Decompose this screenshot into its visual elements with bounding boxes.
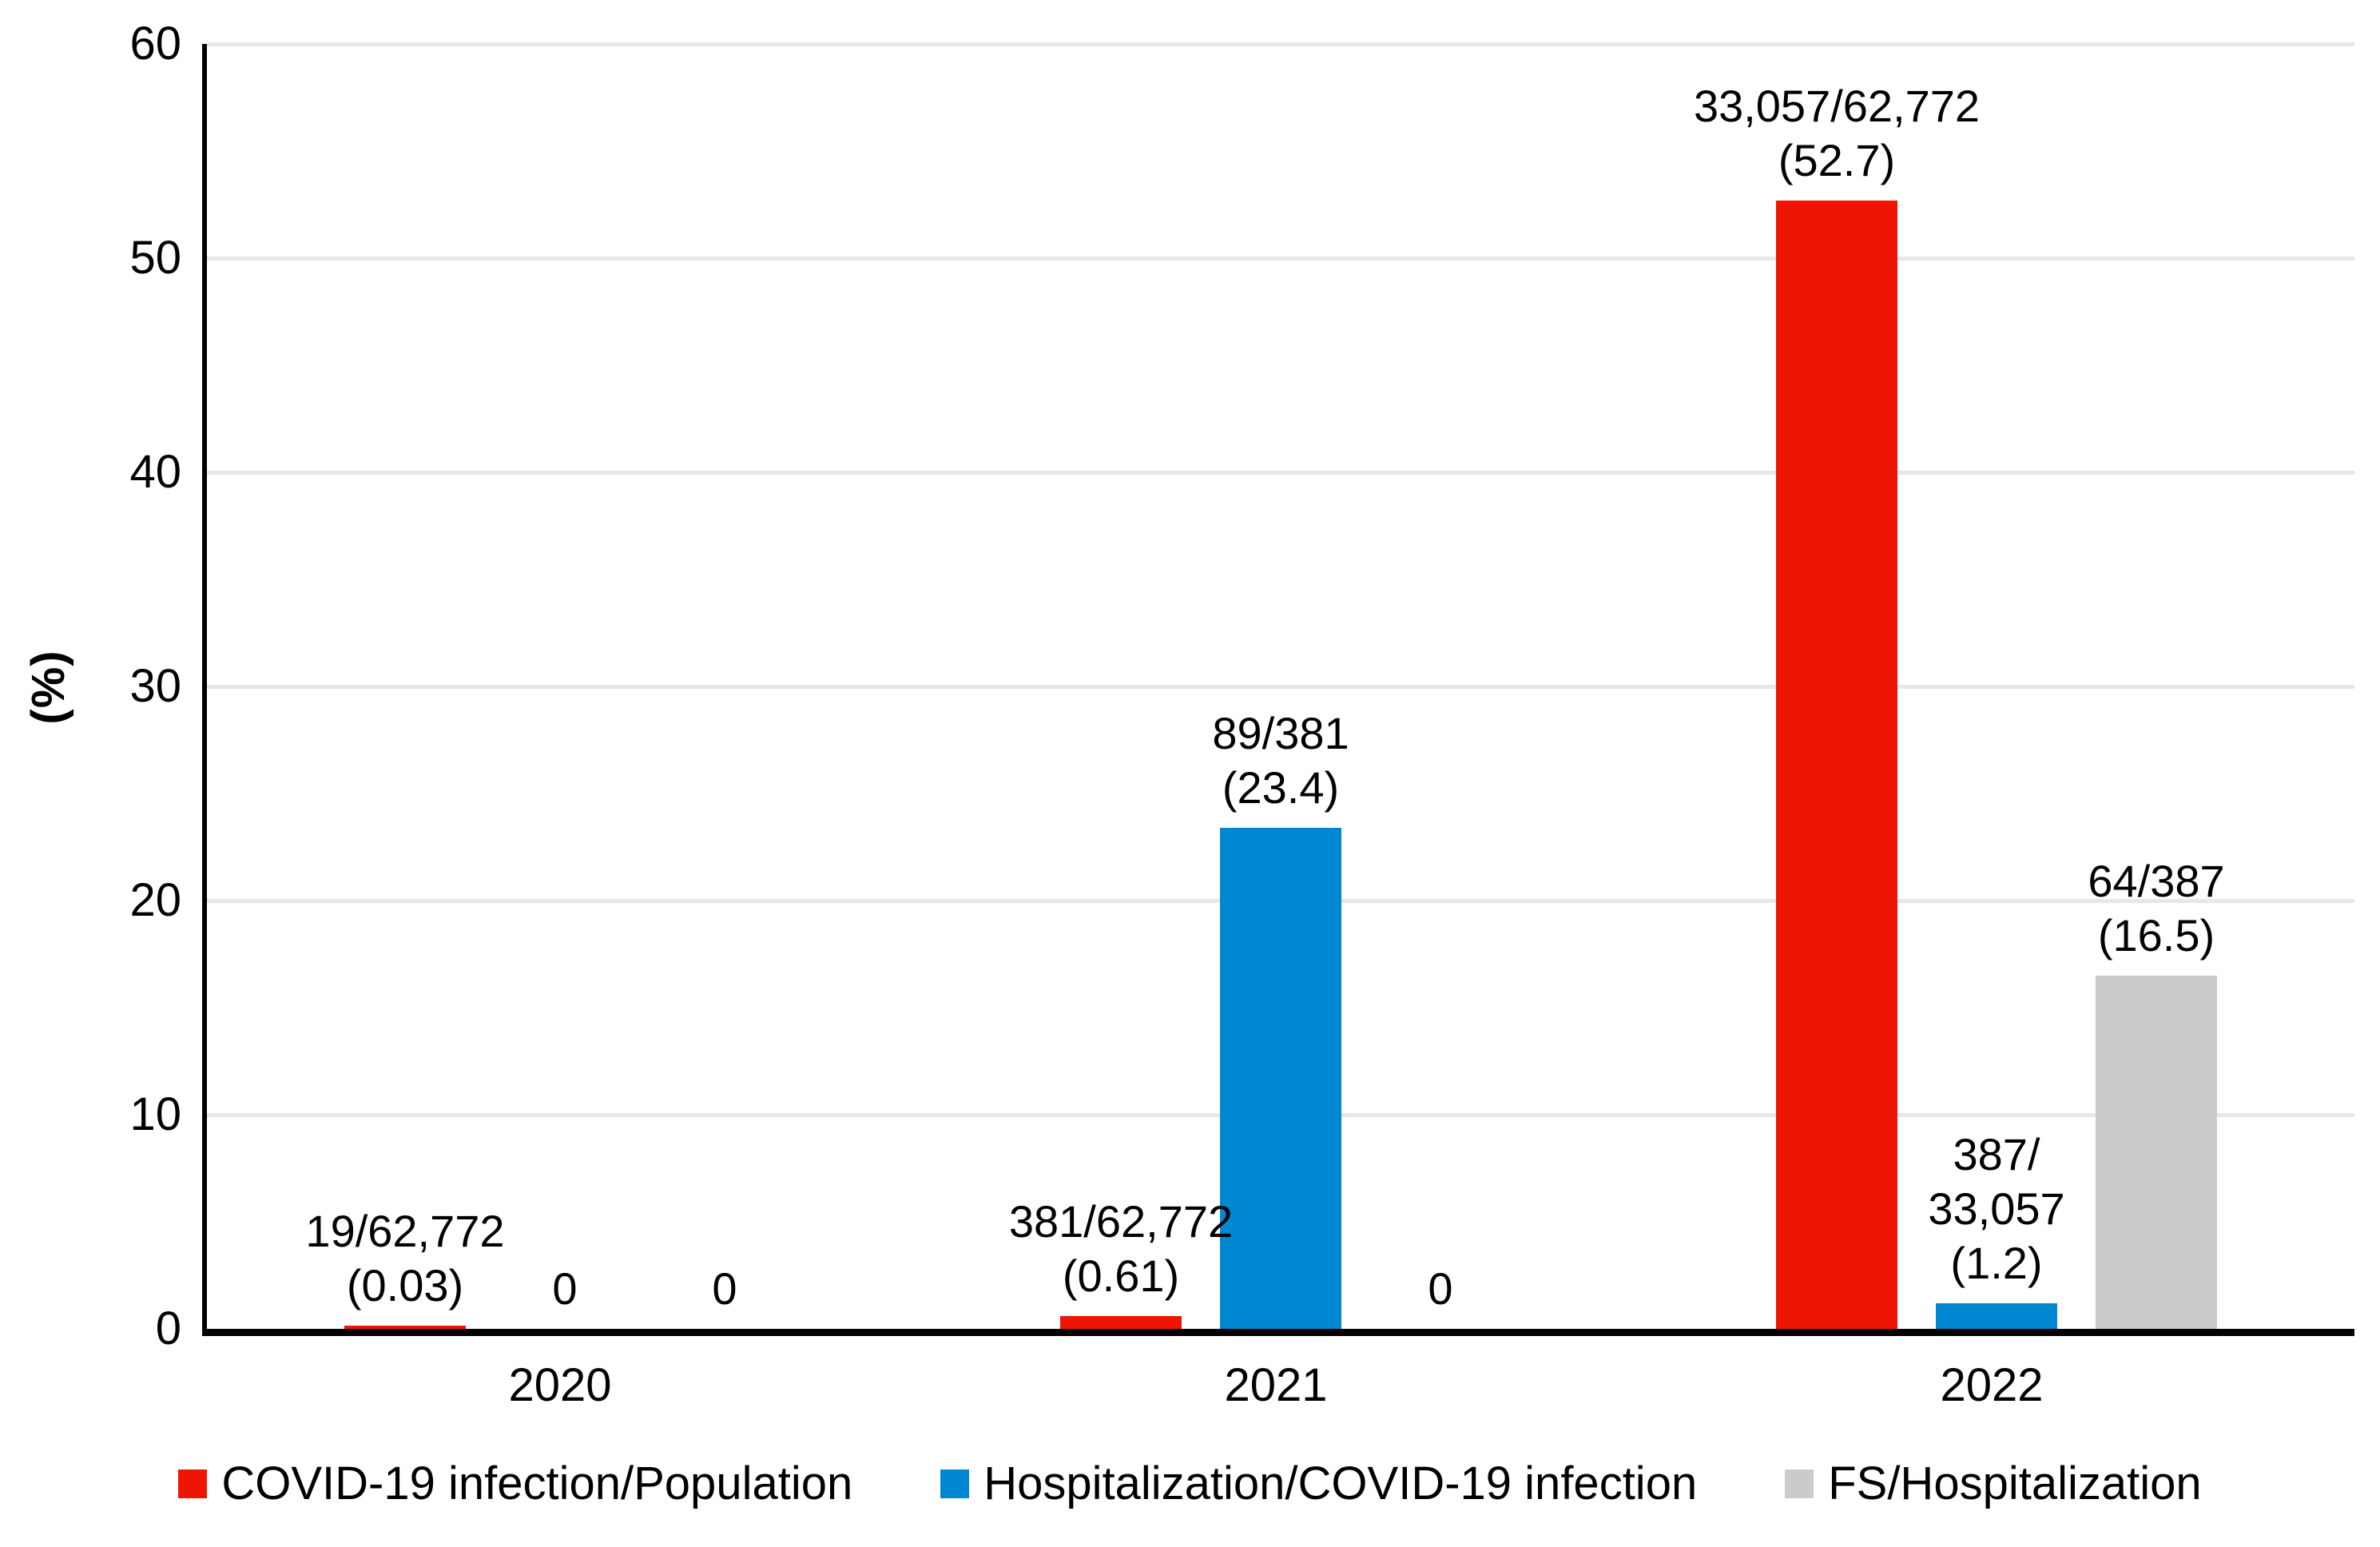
bar-label-2020-fs-hospitalization: 0 — [712, 1263, 737, 1314]
gridline-y-60 — [207, 42, 2354, 46]
legend-item-covid-19-infection-population: COVID-19 infection/Population — [178, 1456, 852, 1512]
bar-2021-hospitalization-covid-19-infection — [1220, 827, 1341, 1329]
legend-color-swatch-hospitalization-covid-19-infection — [940, 1469, 970, 1498]
legend-label-fs-hospitalization: FS/Hospitalization — [1828, 1458, 2202, 1509]
y-tick-label-10: 10 — [129, 1088, 181, 1140]
gridline-y-40 — [207, 470, 2354, 475]
y-tick-label-40: 40 — [129, 446, 181, 498]
bar-2022-fs-hospitalization — [2096, 975, 2217, 1329]
y-tick-label-60: 60 — [129, 18, 181, 70]
legend-label-covid-19-infection-population: COVID-19 infection/Population — [221, 1458, 853, 1509]
legend-item-hospitalization-covid-19-infection: Hospitalization/COVID-19 infection — [940, 1456, 1697, 1512]
x-tick-label-2020: 2020 — [508, 1359, 612, 1411]
legend-label-hospitalization-covid-19-infection: Hospitalization/COVID-19 infection — [983, 1458, 1698, 1509]
y-tick-label-50: 50 — [129, 232, 181, 284]
legend-color-swatch-fs-hospitalization — [1785, 1469, 1814, 1498]
bar-2022-covid-19-infection-population — [1776, 200, 1897, 1329]
y-tick-label-20: 20 — [129, 874, 181, 926]
gridline-y-50 — [207, 256, 2354, 260]
bar-label-2020-covid-19-infection-population: 19/62,772 (0.03) — [305, 1206, 505, 1310]
bar-label-2022-covid-19-infection-population: 33,057/62,772 (52.7) — [1693, 80, 1981, 185]
legend: COVID-19 infection/Population Hospitaliza… — [0, 1456, 2380, 1512]
y-tick-label-30: 30 — [129, 660, 181, 712]
bar-2020-covid-19-infection-population — [344, 1326, 466, 1329]
gridline-y-30 — [207, 684, 2354, 689]
plot-area: 19/62,772 (0.03) 0 0 381/62,772 (0.61) 89/38… — [202, 42, 2354, 1336]
bar-label-2022-fs-hospitalization: 64/387 (16.5) — [2088, 855, 2225, 960]
x-tick-label-2021: 2021 — [1224, 1359, 1328, 1411]
bar-label-2020-hospitalization-covid-19-infection: 0 — [552, 1263, 578, 1314]
bar-label-2022-hospitalization-covid-19-infection: 387/ 33,057 (1.2) — [1928, 1128, 2065, 1288]
legend-item-fs-hospitalization: FS/Hospitalization — [1785, 1456, 2202, 1512]
bar-label-2021-hospitalization-covid-19-infection: 89/381 (23.4) — [1212, 707, 1349, 813]
bar-2022-hospitalization-covid-19-infection — [1936, 1302, 2057, 1329]
legend-color-swatch-covid-19-infection-population — [178, 1469, 208, 1498]
bar-2021-covid-19-infection-population — [1060, 1315, 1182, 1329]
x-tick-label-2022: 2022 — [1940, 1359, 2044, 1411]
bar-label-2021-covid-19-infection-population: 381/62,772 (0.61) — [1008, 1195, 1234, 1301]
y-tick-label-0: 0 — [155, 1302, 181, 1354]
bar-label-2021-fs-hospitalization: 0 — [1428, 1263, 1453, 1314]
